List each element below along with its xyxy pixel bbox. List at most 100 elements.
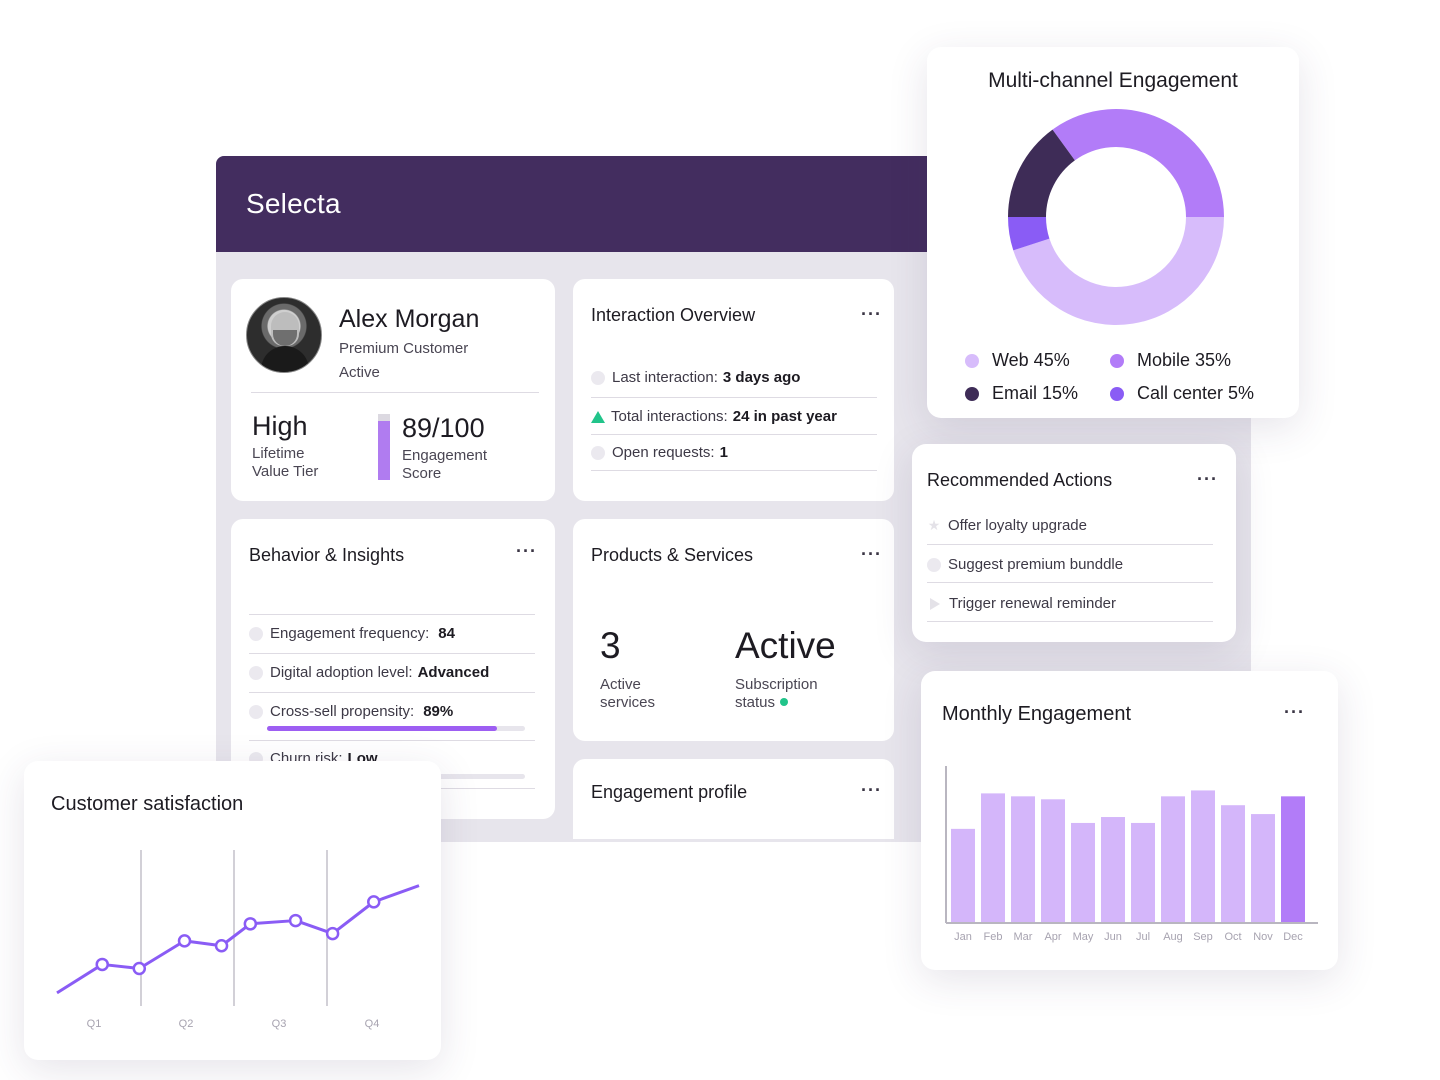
donut-slice-web [1013,217,1224,325]
interaction-overview-card: Interaction Overview ··· Last interactio… [573,279,894,501]
engagement-score: 89/100 [402,413,485,443]
bar-nov [1251,814,1275,922]
data-point [132,961,147,976]
action-item[interactable]: Trigger renewal reminder [927,595,1116,612]
customer-satisfaction-card: Customer satisfaction Q1 Q2 Q3 Q4 [24,761,441,1060]
x-tick-label: Feb [984,931,1003,943]
x-tick-label: Jul [1136,931,1150,943]
app-title: Selecta [246,188,341,219]
monthly-engagement-card: Monthly Engagement ··· Jan Feb Mar Apr May Ju… [921,671,1338,970]
play-icon [930,597,940,610]
multichannel-engagement-card: Multi-channel Engagement Web 45% Mobile … [927,47,1299,418]
subscription-status-label: Subscription status [735,676,818,711]
data-point [177,934,192,948]
bar-jan [951,828,975,922]
legend-item: Call center 5% [1110,383,1254,404]
bar-may [1071,822,1095,922]
lifetime-value-tier: High [252,411,308,441]
more-menu-icon[interactable]: ··· [861,304,882,324]
more-menu-icon[interactable]: ··· [1197,469,1218,489]
divider [251,392,539,393]
bar-oct [1221,805,1245,922]
bar-apr [1041,799,1065,922]
customer-status: Active [339,364,380,381]
customer-profile-card: Alex Morgan Premium Customer Active High… [231,279,555,501]
subscription-status: Active [735,625,836,666]
x-tick-label: Q1 [87,1018,102,1030]
x-tick-label: Oct [1224,931,1241,943]
x-tick-label: Q4 [365,1018,380,1030]
bar-chart: Jan Feb Mar Apr May Jun Jul Aug Sep Oct Nov Dec [945,766,1318,943]
card-title: Engagement profile [591,782,748,802]
chart-title: Customer satisfaction [51,793,244,815]
x-tick-label: Dec [1283,931,1303,943]
legend-item: Web 45% [965,350,1070,371]
trend-up-icon [591,410,605,423]
customer-segment: Premium Customer [339,340,469,357]
circle-icon [249,704,263,719]
engagement-profile-card: Engagement profile ··· [573,759,894,839]
donut-slice-mobile [1052,108,1224,217]
donut-chart [1008,108,1224,325]
data-point [325,926,340,941]
x-tick-label: Aug [1163,931,1183,943]
legend-item: Mobile 35% [1110,350,1231,371]
data-point [288,913,303,928]
list-item: Open requests: 1 [591,444,728,461]
bar-mar [1011,796,1035,922]
action-item[interactable]: Suggest premium bunddle [927,556,1123,573]
bar-aug [1161,796,1185,922]
bar-jul [1131,822,1155,922]
x-tick-label: Jun [1104,931,1122,943]
legend-item: Email 15% [965,383,1078,404]
circle-icon [249,665,263,680]
customer-name: Alex Morgan [339,305,480,333]
action-item[interactable]: ★ Offer loyalty upgrade [927,517,1087,534]
engagement-score-bar [378,414,390,480]
donut-slice-call-center [1008,217,1050,251]
engagement-score-label: Engagement Score [402,447,488,482]
products-services-card: Products & Services ··· 3 Active services… [573,519,894,741]
more-menu-icon[interactable]: ··· [861,780,882,800]
list-item: Total interactions: 24 in past year [591,408,837,425]
status-dot-icon [780,698,789,706]
data-point [243,917,258,931]
bar-jun [1101,817,1125,922]
list-item: Last interaction: 3 days ago [591,369,800,386]
chart-title: Monthly Engagement [942,703,1132,725]
bar-dec [1281,796,1305,922]
star-icon: ★ [927,517,941,533]
card-title: Interaction Overview [591,305,756,325]
line-chart: Q1 Q2 Q3 Q4 [56,850,420,1030]
list-item: Digital adoption level: Advanced [249,664,489,681]
circle-icon [591,370,605,385]
x-tick-label: Q2 [179,1018,194,1030]
more-menu-icon[interactable]: ··· [516,541,537,561]
active-services-count: 3 [600,625,621,666]
data-point [367,895,381,909]
x-tick-label: Jan [954,931,972,943]
circle-icon [927,557,941,572]
active-services-label: Active services [600,676,656,711]
x-tick-label: Sep [1193,931,1213,943]
recommended-actions-card: Recommended Actions ··· ★ Offer loyalty … [912,444,1236,642]
more-menu-icon[interactable]: ··· [861,544,882,564]
bar-sep [1191,790,1215,922]
avatar [246,297,322,373]
lifetime-value-label: Lifetime Value Tier [252,445,319,480]
card-title: Recommended Actions [927,470,1113,490]
x-tick-label: Apr [1044,931,1061,943]
cross-sell-progress [267,726,525,731]
chart-title: Multi-channel Engagement [988,69,1238,92]
more-menu-icon[interactable]: ··· [1284,702,1305,722]
x-tick-label: Q3 [272,1018,287,1030]
x-tick-label: Mar [1014,931,1033,943]
list-item: Cross-sell propensity: 89% [249,703,453,720]
data-point [214,939,229,953]
series-line [56,884,420,995]
data-point [95,957,109,972]
card-title: Products & Services [591,545,754,565]
donut-slice-email [1008,129,1075,217]
x-tick-label: May [1073,931,1094,943]
bar-feb [981,793,1005,922]
